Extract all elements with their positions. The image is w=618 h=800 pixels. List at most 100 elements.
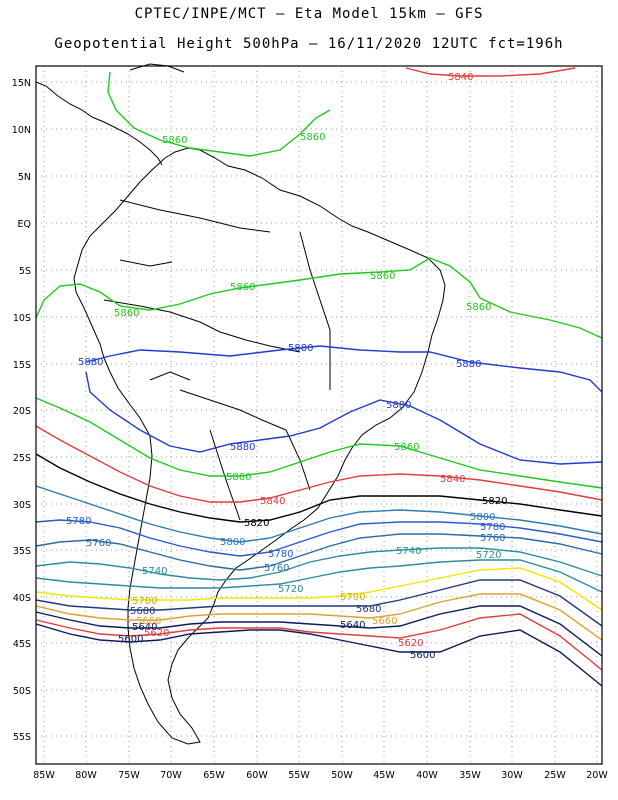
contour-label: 5700 [132,596,157,607]
contour-label: 5860 [114,308,139,319]
contour-label: 5880 [230,442,255,453]
lat-label: 5S [19,266,31,277]
contour-label: 5860 [226,472,251,483]
lat-label: 50S [13,686,31,697]
contour-label: 5860 [162,135,187,146]
contour-label: 5860 [394,442,419,453]
contour-label: 5860 [370,271,395,282]
contour-5880 [85,345,603,393]
contour-label: 5740 [142,566,167,577]
contour-label: 5880 [288,343,313,354]
lat-lon-grid [36,66,602,764]
contour-label: 5600 [118,634,143,645]
contour-5840-south [35,425,603,503]
contour-label: 5800 [470,512,495,523]
lat-label: 30S [13,500,31,511]
contour-label: 5720 [278,584,303,595]
contour-label: 5700 [340,592,365,603]
contour-label: 5880 [456,359,481,370]
contour-5740 [35,547,603,581]
contour-label: 5680 [130,606,155,617]
contour-5840-north [405,67,576,77]
contour-5860-mid [35,257,603,339]
contour-labels: 5840 5860 5860 5860 5860 5860 5860 5880 … [66,72,507,661]
contour-label: 5840 [448,72,473,83]
contour-label: 5640 [132,622,157,633]
lon-label: 20W [586,770,608,781]
lon-label: 45W [373,770,395,781]
lat-label: 45S [13,639,31,650]
lat-label: 40S [13,593,31,604]
contour-label: 5780 [480,522,505,533]
map-frame [35,65,603,765]
contour-label: 5720 [476,550,501,561]
lon-label: 40W [416,770,438,781]
lon-label: 25W [544,770,566,781]
lat-label: 10S [13,313,31,324]
contour-label: 5860 [230,282,255,293]
contour-label: 5860 [466,302,491,313]
contour-label: 5740 [396,546,421,557]
lon-label: 85W [33,770,55,781]
central-america-coast [35,81,163,166]
contour-lines [35,67,603,687]
contour-5860-north [107,71,331,157]
contour-label: 5660 [136,616,161,627]
lon-label: 50W [331,770,353,781]
lat-label: 35S [13,546,31,557]
contour-label: 5760 [480,533,505,544]
contour-5800 [35,485,603,543]
contour-label: 5820 [244,518,269,529]
chart-title-line2: Geopotential Height 500hPa – 16/11/2020 … [54,36,564,52]
contour-label: 5780 [268,549,293,560]
contour-label: 5860 [300,132,325,143]
lat-label: 15S [13,360,31,371]
contour-label: 5760 [264,563,289,574]
lon-label: 75W [118,770,140,781]
contour-label: 5680 [356,604,381,615]
contour-5680 [35,579,603,627]
country-borders [103,199,331,521]
lat-label: 20S [13,406,31,417]
lat-label: 55S [13,732,31,743]
contour-label: 5660 [372,616,397,627]
lon-label: 65W [203,770,225,781]
contour-label: 5600 [410,650,435,661]
lat-label: 15N [12,78,31,89]
contour-label: 5820 [482,496,507,507]
contour-label: 5880 [386,400,411,411]
contour-5860-south [35,397,603,489]
lat-label: 5N [18,172,31,183]
contour-5880-loop [85,371,603,465]
contour-5660 [35,593,603,641]
contour-5700 [35,567,603,611]
contour-label: 5760 [86,538,111,549]
contour-5640 [35,605,603,657]
lat-label: EQ [18,219,31,230]
contour-label: 5620 [144,628,169,639]
chart-title-line1: CPTEC/INPE/MCT – Eta Model 15km – GFS [134,6,484,22]
contour-5720 [35,559,603,593]
contour-label: 5880 [78,357,103,368]
lon-label: 35W [459,770,481,781]
contour-5600 [35,623,603,687]
contour-label: 5840 [260,496,285,507]
contour-5820 [35,453,603,523]
contour-label: 5640 [340,620,365,631]
contour-label: 5780 [66,516,91,527]
lat-label: 10N [12,125,31,136]
contour-label: 5840 [440,474,465,485]
longitude-labels: 85W 80W 75W 70W 65W 60W 55W 50W 45W 40W 35W 30W 25W 2… [33,770,608,781]
lon-label: 80W [75,770,97,781]
contour-label: 5620 [398,638,423,649]
contour-5620 [35,613,603,671]
lon-label: 55W [288,770,310,781]
contour-label: 5800 [220,537,245,548]
lon-label: 70W [160,770,182,781]
contour-5780 [35,519,603,557]
cuba-coast [129,63,185,73]
lat-label: 25S [13,453,31,464]
latitude-labels: 15N 10N 5N EQ 5S 10S 15S 20S 25S 30S 35S 40S 45S 50S 5… [12,78,31,743]
contour-5760 [35,533,603,571]
